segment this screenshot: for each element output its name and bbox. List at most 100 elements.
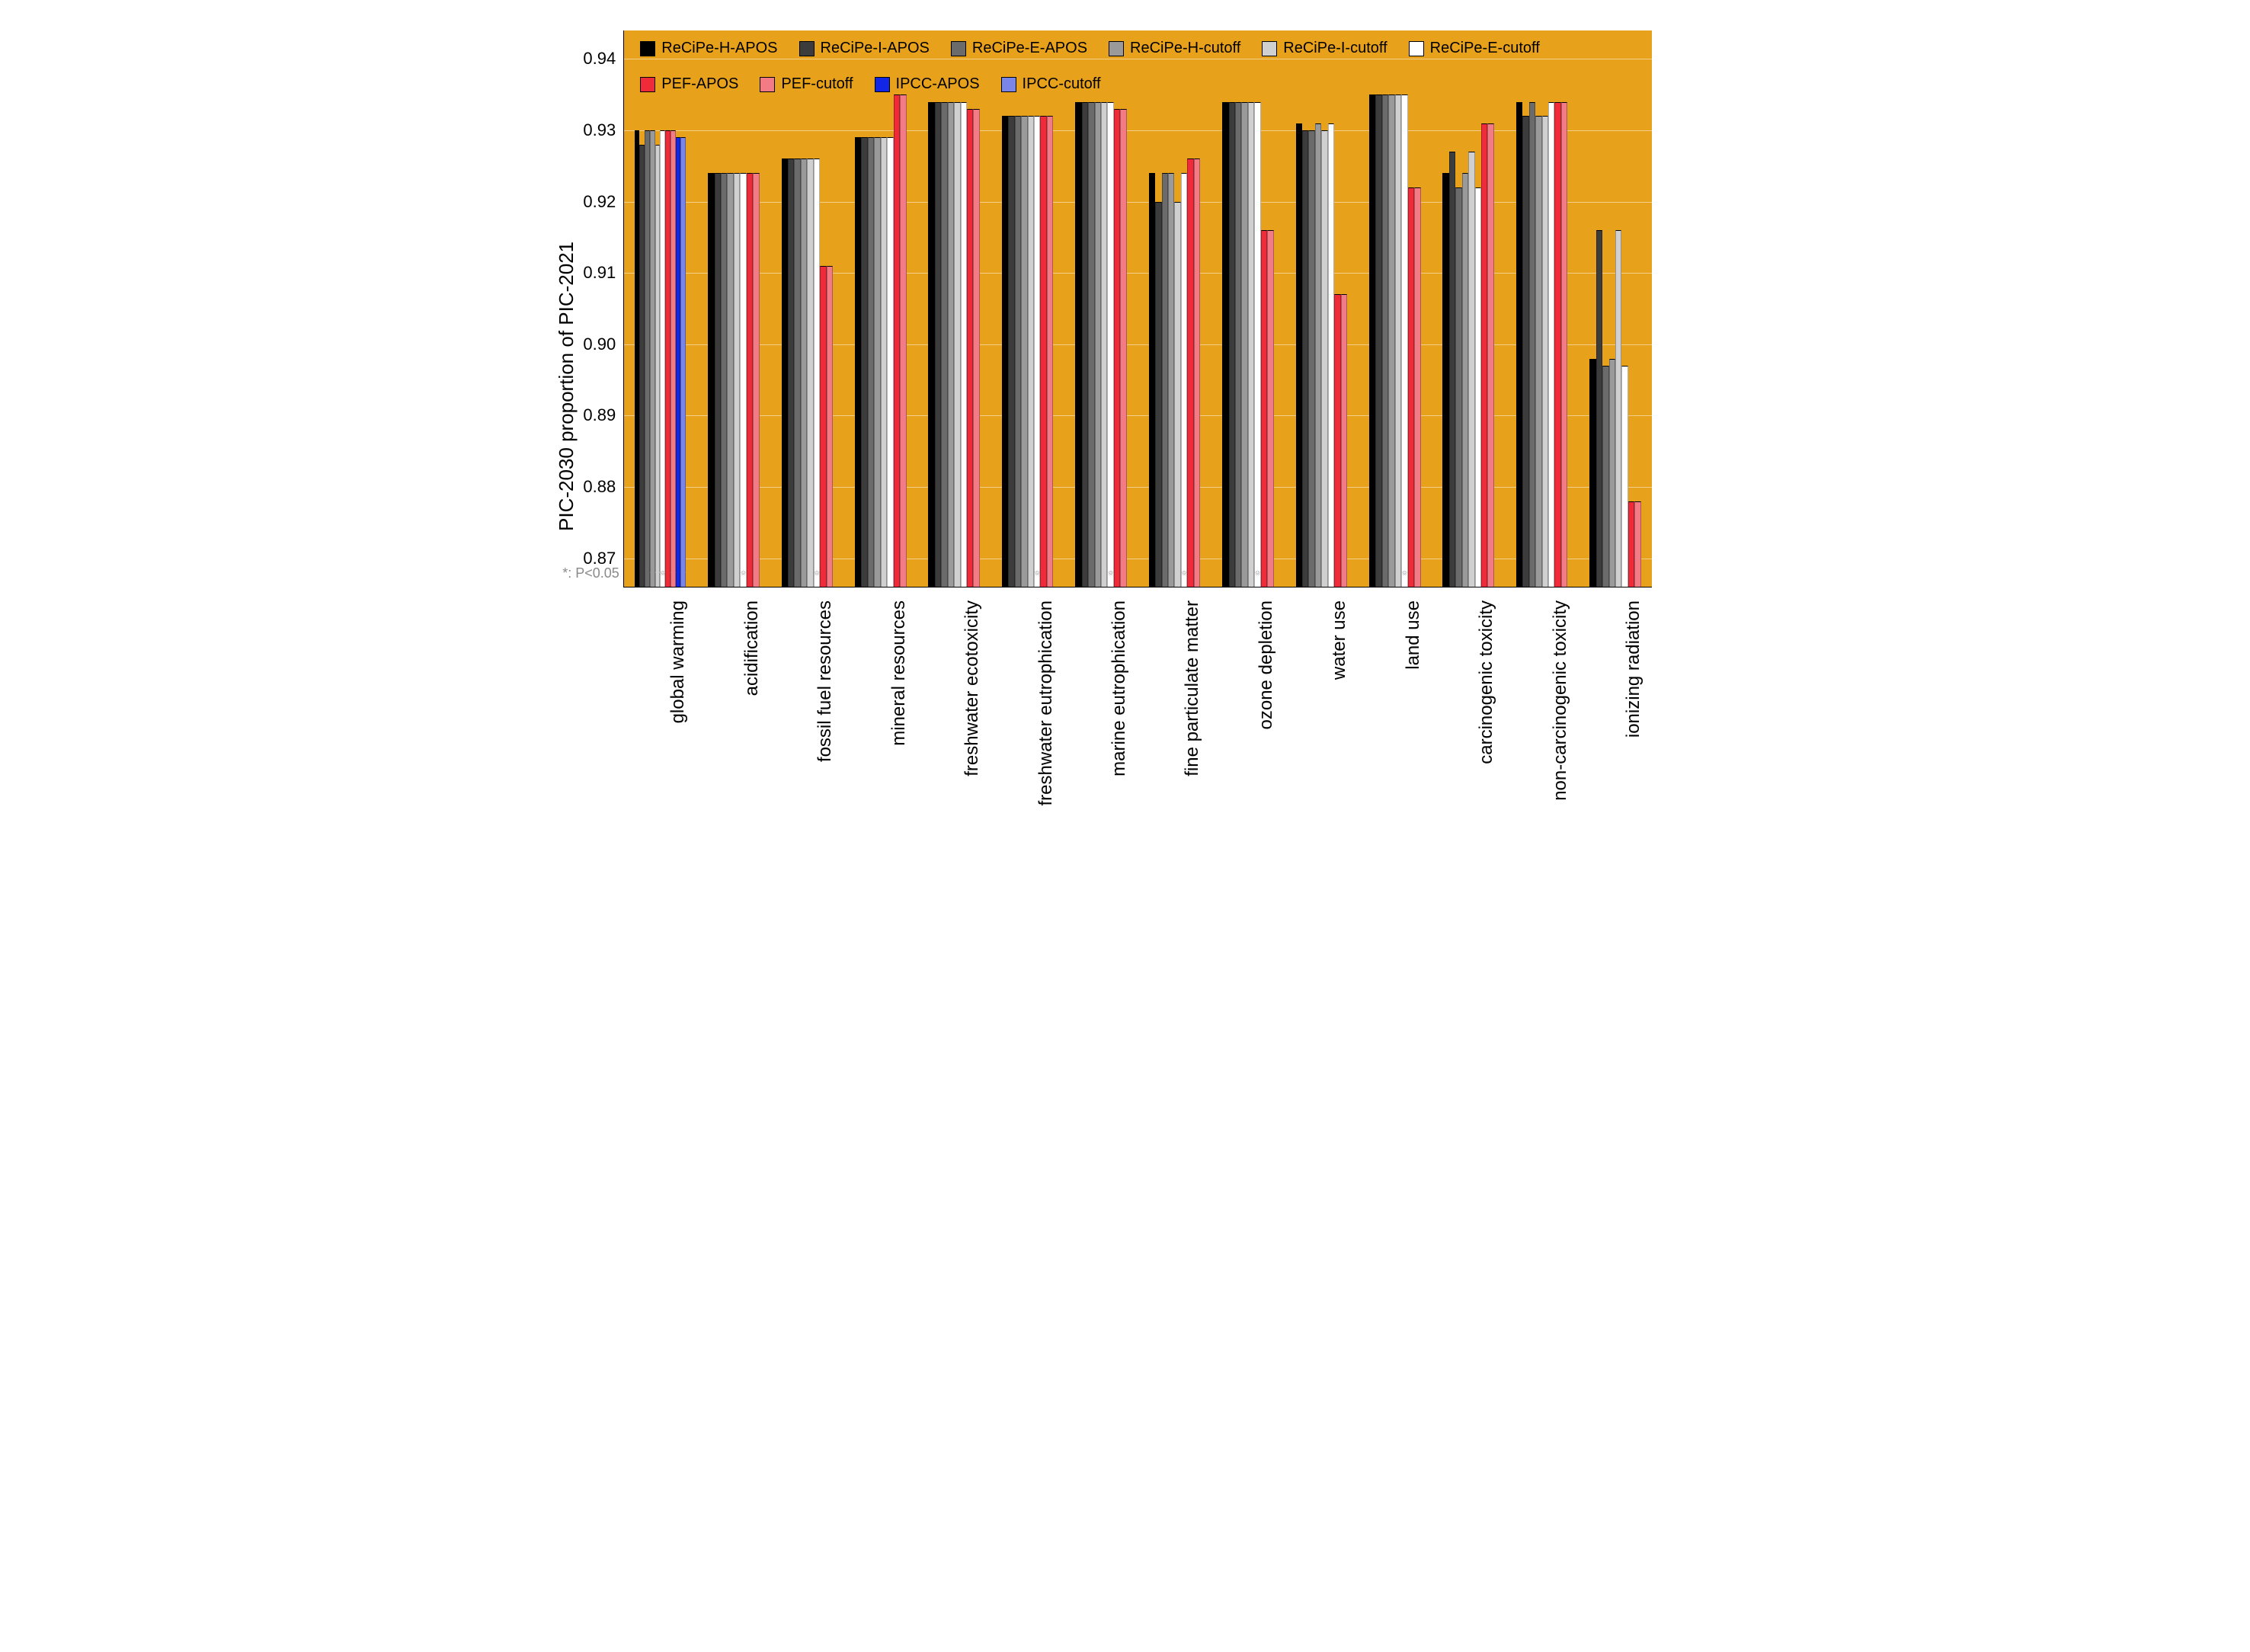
significance-star: *: [1370, 570, 1375, 582]
bar: [961, 102, 967, 587]
significance-star: *: [1322, 570, 1327, 582]
significance-star: *: [709, 570, 713, 582]
legend-swatch: [875, 77, 890, 92]
y-tick-label: 0.92: [583, 192, 623, 212]
bar: [734, 173, 740, 587]
bar: [639, 145, 645, 587]
bar: [1609, 359, 1615, 587]
significance-caption: *: P<0.05: [562, 565, 619, 581]
bar: [881, 137, 887, 587]
bar: [721, 173, 727, 587]
bar: [1015, 116, 1021, 587]
significance-star: *: [1083, 570, 1087, 582]
bar: [1028, 116, 1034, 587]
significance-star: *: [1236, 570, 1240, 582]
bar: [1382, 94, 1388, 587]
bar: [814, 158, 820, 587]
significance-star: *: [640, 570, 645, 582]
bar: [1181, 173, 1187, 587]
bar: [1548, 102, 1554, 587]
significance-star: *: [1150, 570, 1154, 582]
x-tick-label: ionizing radiation: [1615, 600, 1644, 738]
bar: [1082, 102, 1088, 587]
bar: [1002, 116, 1008, 587]
bar: [708, 173, 714, 587]
bar: [874, 137, 880, 587]
bar: [715, 173, 721, 587]
significance-star: *: [802, 570, 806, 582]
legend-label: PEF-APOS: [661, 75, 738, 93]
legend-item: ReCiPe-I-cutoff: [1262, 40, 1387, 57]
legend-item: ReCiPe-I-APOS: [799, 40, 930, 57]
bar: [1468, 152, 1474, 587]
bar: [1315, 123, 1321, 587]
bar: [680, 137, 686, 587]
bar: [1241, 102, 1247, 587]
significance-star: *: [1383, 570, 1387, 582]
significance-star: *: [1076, 570, 1080, 582]
significance-star: *: [783, 570, 787, 582]
significance-star: *: [1188, 570, 1192, 582]
bar: [1222, 102, 1228, 587]
bar: [1596, 230, 1602, 587]
plot-area: ****************************************…: [623, 30, 1652, 587]
bar: [1261, 230, 1267, 587]
bar: [801, 158, 807, 587]
bar: [1248, 102, 1254, 587]
significance-star: *: [1016, 570, 1020, 582]
x-tick-label: global warming: [660, 600, 689, 723]
bar: [861, 137, 867, 587]
plot-background: [623, 30, 1652, 587]
bar: [1449, 152, 1455, 587]
bar: [1487, 123, 1493, 587]
bar: [1107, 102, 1113, 587]
bar: [665, 130, 671, 587]
bar: [807, 158, 813, 587]
y-tick-label: 0.88: [583, 477, 623, 497]
bar: [1388, 94, 1394, 587]
bar: [973, 109, 979, 587]
bar: [1621, 366, 1627, 587]
y-tick-label: 0.90: [583, 335, 623, 354]
legend-label: ReCiPe-I-cutoff: [1283, 40, 1387, 57]
bar: [740, 173, 746, 587]
bar: [753, 173, 759, 587]
bar: [1254, 102, 1260, 587]
bar: [1455, 187, 1461, 587]
bar: [1296, 123, 1302, 587]
grid-line: [623, 202, 1652, 203]
legend-label: ReCiPe-H-APOS: [661, 40, 777, 57]
significance-star: *: [1042, 570, 1046, 582]
significance-star: *: [1255, 570, 1259, 582]
bar: [1535, 116, 1541, 587]
bar: [1529, 102, 1535, 587]
x-tick-label: fossil fuel resources: [807, 600, 836, 762]
bar: [1522, 116, 1528, 587]
significance-star: *: [1310, 570, 1314, 582]
x-tick-label: mineral resources: [881, 600, 910, 746]
legend-label: ReCiPe-E-APOS: [972, 40, 1087, 57]
legend-item: PEF-APOS: [640, 75, 738, 93]
bar: [1308, 130, 1314, 587]
grid-line: [623, 415, 1652, 416]
significance-star: *: [1243, 570, 1247, 582]
significance-star: *: [808, 570, 812, 582]
bar: [747, 173, 753, 587]
legend-label: ReCiPe-E-cutoff: [1430, 40, 1540, 57]
bar: [928, 102, 934, 587]
legend-label: IPCC-APOS: [896, 75, 980, 93]
x-tick-label: non-carcinogenic toxicity: [1542, 600, 1571, 801]
bar: [794, 158, 800, 587]
significance-star: *: [895, 570, 899, 582]
significance-star: *: [1022, 570, 1026, 582]
bar: [1634, 501, 1640, 587]
bar: [655, 145, 661, 587]
bar: [1341, 294, 1347, 587]
significance-star: *: [1396, 570, 1400, 582]
significance-star: *: [1223, 570, 1227, 582]
significance-star: *: [1389, 570, 1394, 582]
y-axis-line: [623, 30, 624, 587]
significance-star: *: [722, 570, 726, 582]
bar: [1408, 187, 1414, 587]
x-tick-label: fine particulate matter: [1174, 600, 1203, 776]
